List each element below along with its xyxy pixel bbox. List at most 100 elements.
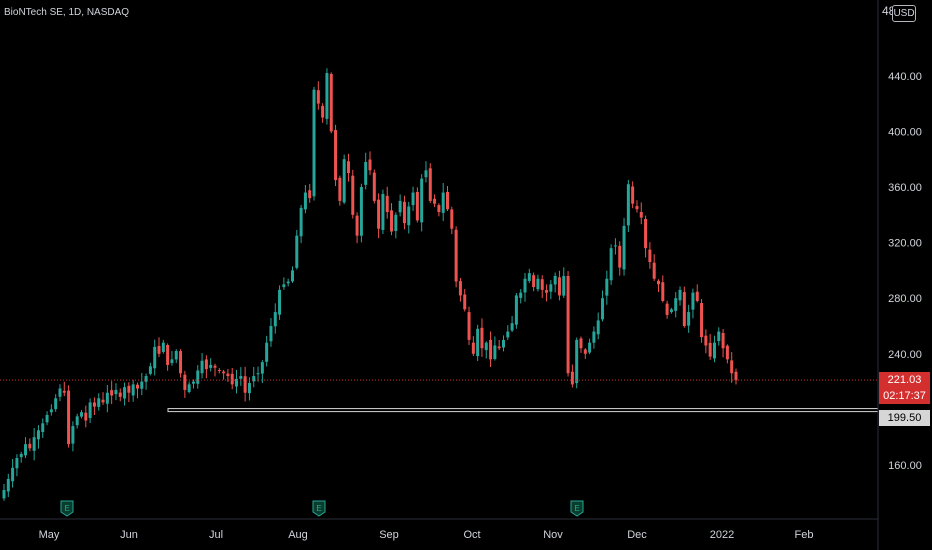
candle (471, 336, 475, 357)
candle (88, 398, 92, 424)
candle (639, 202, 643, 225)
candle (204, 355, 208, 379)
level-price-label[interactable]: 199.50 (879, 410, 930, 426)
x-tick-label: Feb (795, 529, 814, 541)
y-tick-label: 320.00 (888, 238, 922, 250)
candle (15, 454, 19, 477)
candle (92, 397, 96, 416)
candle (161, 339, 165, 354)
currency-button[interactable]: USD (892, 5, 916, 22)
earnings-marker-icon[interactable]: E (312, 500, 326, 517)
candle (458, 277, 462, 302)
candle (54, 394, 58, 412)
candle (243, 366, 247, 402)
candle (687, 304, 691, 333)
candle (334, 124, 338, 187)
candles-layer (2, 68, 738, 501)
candle (372, 169, 376, 204)
candle (493, 336, 497, 361)
candle (415, 187, 419, 223)
candle (644, 215, 648, 258)
candle (514, 293, 518, 329)
candle (179, 349, 183, 378)
candle (24, 437, 28, 459)
candle (540, 275, 544, 299)
x-axis: May Jun Jul Aug Sep Oct Nov Dec 2022 Feb (0, 518, 878, 541)
y-tick-label: 440.00 (888, 71, 922, 83)
candle (342, 154, 346, 205)
candle (592, 326, 596, 349)
chart-title: BioNTech SE, 1D, NASDAQ (4, 7, 130, 18)
candle (691, 288, 695, 319)
y-axis: 160.00 240.00 280.00 320.00 360.00 400.00 440.… (877, 0, 922, 550)
candle (652, 254, 656, 281)
candle (463, 289, 467, 312)
candle (489, 331, 493, 368)
y-tick-label: 400.00 (888, 126, 922, 138)
candle (295, 229, 299, 270)
candle (166, 343, 170, 371)
candle (605, 270, 609, 305)
last-price-label: 221.03 (879, 372, 930, 388)
candle (596, 312, 600, 340)
candle (734, 368, 738, 385)
candle (235, 369, 239, 394)
candle (105, 384, 109, 413)
x-tick-label: Oct (463, 529, 480, 541)
candle (71, 421, 75, 452)
svg-text:E: E (574, 504, 579, 513)
candle (299, 204, 303, 244)
candle (721, 328, 725, 358)
candle (717, 327, 721, 346)
candle (32, 427, 36, 461)
candle (80, 410, 84, 419)
candle (135, 382, 139, 399)
candle (191, 379, 195, 389)
y-tick-label: 240.00 (888, 349, 922, 361)
candle (579, 336, 583, 353)
candle (290, 266, 294, 283)
candle (325, 68, 329, 125)
candle (278, 285, 282, 320)
candle (420, 174, 424, 232)
candle (114, 383, 118, 401)
y-tick-label: 160.00 (888, 460, 922, 472)
candle (148, 362, 152, 376)
candle (239, 367, 243, 386)
candle (656, 279, 660, 292)
candle (566, 271, 570, 377)
candle (725, 344, 729, 364)
x-tick-label: Jun (120, 529, 138, 541)
x-tick-label: 2022 (710, 529, 734, 541)
candle (131, 379, 135, 402)
x-tick-label: Aug (288, 529, 308, 541)
x-tick-label: Nov (543, 529, 563, 541)
candle (308, 183, 312, 203)
candle (506, 325, 510, 340)
earnings-marker-icon[interactable]: E (570, 500, 584, 517)
candle (704, 329, 708, 354)
candle (398, 194, 402, 217)
candle (407, 201, 411, 234)
candle (316, 81, 320, 110)
candle (626, 179, 630, 233)
earnings-marker-icon[interactable]: E (60, 500, 74, 517)
candle (532, 272, 536, 292)
candle (631, 181, 635, 209)
candle (273, 303, 277, 334)
candle (562, 267, 566, 298)
candle (583, 348, 587, 359)
horizontal-level-line[interactable] (167, 408, 879, 413)
candle (402, 195, 406, 230)
candle (49, 404, 53, 416)
candle (553, 272, 557, 293)
candle (84, 405, 88, 428)
candle (338, 175, 342, 206)
candle (428, 163, 432, 204)
candle (700, 298, 704, 343)
candle (230, 367, 234, 390)
candle (256, 366, 260, 382)
x-tick-label: Jul (209, 529, 223, 541)
x-tick-label: Dec (627, 529, 647, 541)
